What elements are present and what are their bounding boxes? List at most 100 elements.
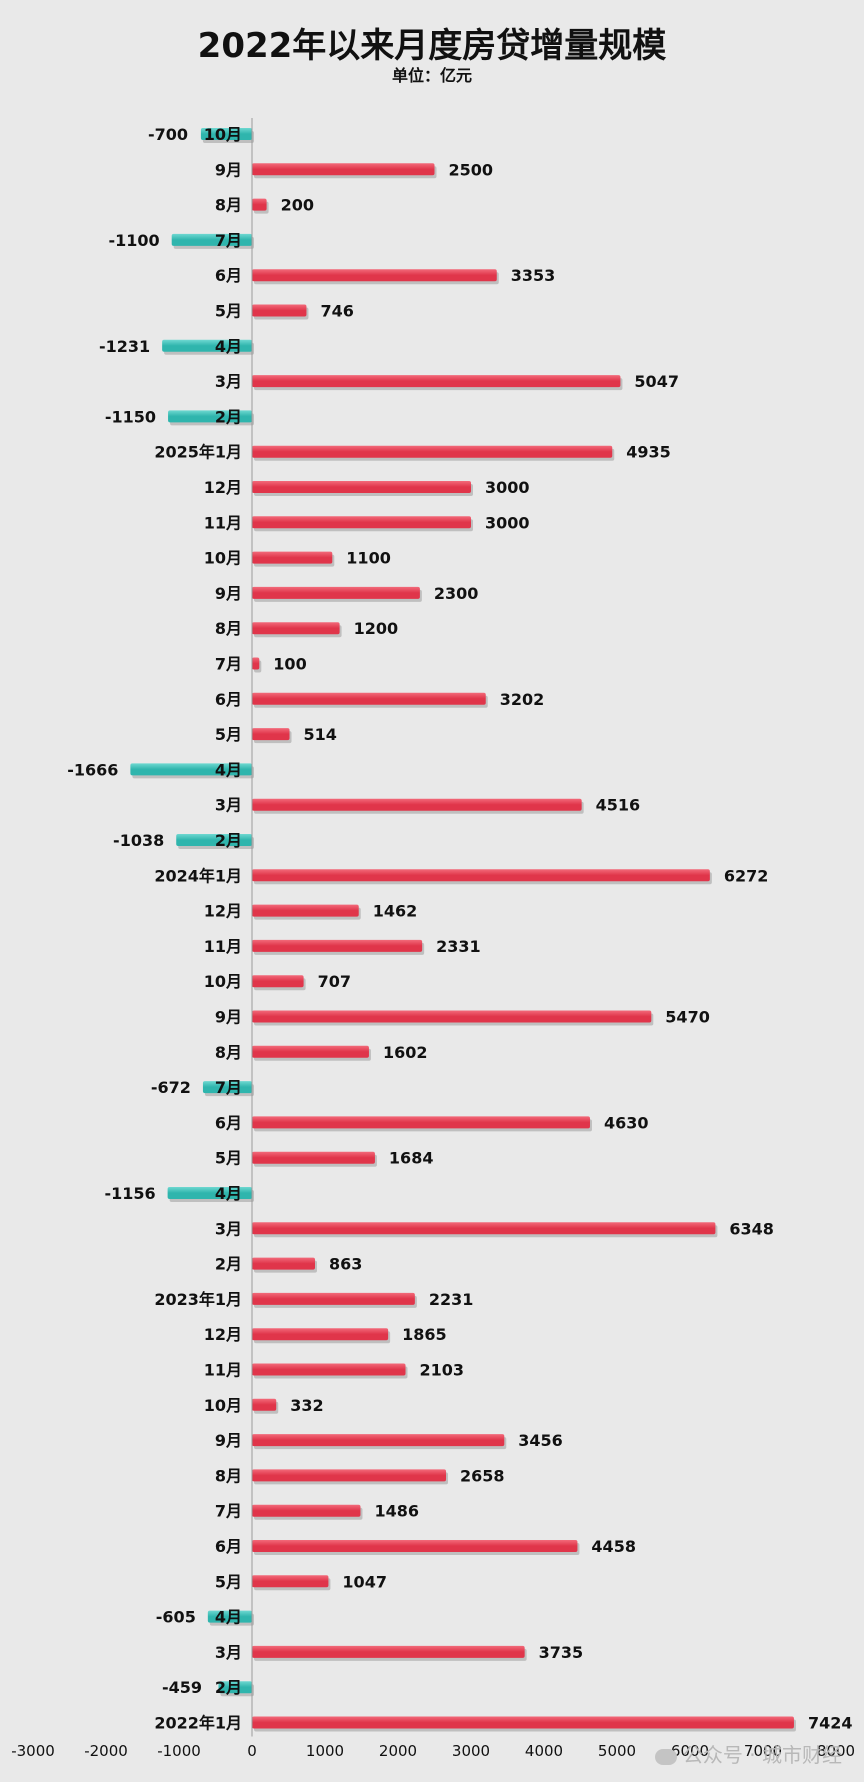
value-label: 7424 bbox=[808, 1714, 853, 1733]
category-label: 6月 bbox=[215, 1113, 242, 1132]
bar bbox=[252, 269, 497, 282]
bar bbox=[252, 481, 471, 493]
bar bbox=[252, 869, 710, 882]
bar bbox=[252, 1398, 277, 1411]
value-label: -1231 bbox=[99, 337, 150, 356]
value-label: -700 bbox=[148, 125, 188, 144]
category-label: 8月 bbox=[215, 1043, 242, 1062]
bar bbox=[252, 586, 420, 599]
bar bbox=[252, 304, 307, 317]
value-label: 100 bbox=[273, 655, 306, 674]
bar bbox=[252, 1434, 505, 1447]
category-label: 4月 bbox=[215, 760, 242, 779]
value-label: 1602 bbox=[383, 1043, 428, 1062]
value-label: 1100 bbox=[346, 549, 391, 568]
value-label: 2500 bbox=[449, 160, 494, 179]
value-label: -1666 bbox=[67, 760, 118, 779]
bar bbox=[252, 1575, 329, 1588]
bar bbox=[218, 1681, 252, 1694]
category-label: 8月 bbox=[215, 1466, 242, 1485]
bar bbox=[252, 375, 621, 388]
value-label: 1047 bbox=[342, 1572, 387, 1591]
value-label: 3000 bbox=[485, 478, 530, 497]
x-tick-label: -2000 bbox=[84, 1742, 128, 1760]
x-tick-label: 2000 bbox=[379, 1742, 417, 1760]
bar bbox=[252, 728, 290, 741]
bar bbox=[252, 198, 267, 211]
x-tick-label: -3000 bbox=[11, 1742, 55, 1760]
bar bbox=[252, 622, 340, 635]
category-label: 11月 bbox=[204, 1361, 242, 1380]
value-label: -1038 bbox=[113, 831, 164, 850]
category-label: 9月 bbox=[215, 1431, 242, 1450]
chart-title: 2022年以来月度房贷增量规模 bbox=[197, 26, 667, 66]
bar bbox=[168, 410, 252, 423]
category-label: 2月 bbox=[215, 1678, 242, 1697]
category-label: 6月 bbox=[215, 1537, 242, 1556]
bar bbox=[252, 1151, 375, 1164]
value-label: 3353 bbox=[511, 266, 556, 285]
category-label: 2月 bbox=[215, 407, 242, 426]
bar bbox=[252, 904, 359, 917]
x-tick-label: 8000 bbox=[817, 1742, 855, 1760]
value-label: -459 bbox=[162, 1678, 202, 1697]
bar bbox=[252, 1222, 716, 1235]
value-label: 200 bbox=[281, 196, 314, 215]
x-tick-label: 3000 bbox=[452, 1742, 490, 1760]
bar bbox=[252, 1363, 406, 1376]
bar bbox=[252, 1292, 415, 1305]
value-label: -1156 bbox=[104, 1184, 155, 1203]
category-label: 3月 bbox=[215, 372, 242, 391]
bar bbox=[252, 1045, 369, 1058]
value-label: 514 bbox=[304, 725, 337, 744]
bar bbox=[252, 163, 435, 176]
value-label: 1486 bbox=[374, 1502, 419, 1521]
wechat-icon bbox=[654, 1748, 677, 1765]
value-label: 6348 bbox=[729, 1219, 774, 1238]
bar bbox=[207, 1610, 252, 1623]
category-label: 2025年1月 bbox=[154, 443, 242, 462]
bar bbox=[252, 1010, 652, 1023]
category-label: 10月 bbox=[204, 972, 242, 991]
value-label: -1100 bbox=[109, 231, 160, 250]
watermark-text: 公众号 · 城市财经 bbox=[682, 1743, 842, 1767]
value-label: 5047 bbox=[634, 372, 679, 391]
value-label: 2658 bbox=[460, 1466, 505, 1485]
category-label: 7月 bbox=[215, 655, 242, 674]
bar bbox=[252, 657, 260, 670]
bar bbox=[252, 798, 582, 811]
category-label: 11月 bbox=[204, 937, 242, 956]
value-label: 3456 bbox=[518, 1431, 563, 1450]
watermark: 公众号 · 城市财经 bbox=[654, 1739, 842, 1768]
category-label: 9月 bbox=[215, 160, 242, 179]
category-label: 4月 bbox=[215, 1608, 242, 1627]
x-tick-label: 0 bbox=[247, 1742, 257, 1760]
bar bbox=[252, 692, 486, 705]
bar bbox=[252, 975, 304, 988]
bar bbox=[200, 128, 252, 140]
category-label: 12月 bbox=[204, 478, 242, 497]
bar bbox=[252, 445, 613, 458]
category-label: 10月 bbox=[204, 549, 242, 568]
category-label: 3月 bbox=[215, 1643, 242, 1662]
bar bbox=[252, 1469, 447, 1482]
category-label: 6月 bbox=[215, 266, 242, 285]
bar bbox=[252, 516, 471, 529]
value-label: 1462 bbox=[373, 902, 418, 921]
x-tick-label: 5000 bbox=[598, 1742, 636, 1760]
category-label: 9月 bbox=[215, 1008, 242, 1027]
bar bbox=[252, 1116, 590, 1129]
category-label: 7月 bbox=[215, 1502, 242, 1521]
value-label: 2331 bbox=[436, 937, 481, 956]
category-label: 7月 bbox=[215, 1078, 242, 1097]
category-label: 2月 bbox=[215, 1255, 242, 1274]
bar bbox=[252, 1645, 525, 1658]
value-label: 1684 bbox=[389, 1149, 434, 1168]
value-label: 4630 bbox=[604, 1113, 649, 1132]
value-label: 4458 bbox=[591, 1537, 636, 1556]
value-label: 3202 bbox=[500, 690, 545, 709]
value-label: 707 bbox=[318, 972, 351, 991]
value-label: -672 bbox=[151, 1078, 191, 1097]
